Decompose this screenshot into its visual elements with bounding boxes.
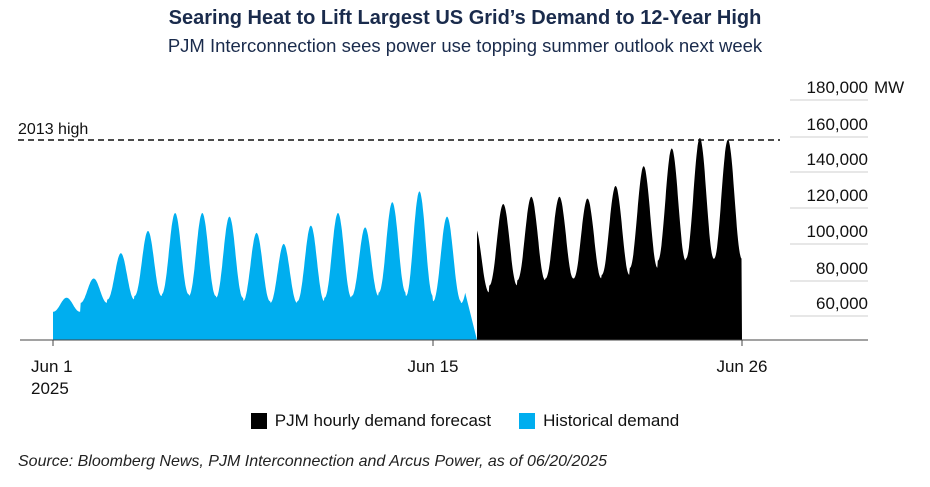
y-tick-label: 100,000 (807, 222, 868, 241)
series-forecast-demand (477, 138, 742, 340)
y-tick-label: 60,000 (816, 294, 868, 313)
y-tick-label: 160,000 (807, 115, 868, 134)
x-tick-label: Jun 26 (716, 357, 767, 376)
legend: PJM hourly demand forecast Historical de… (0, 411, 930, 431)
reference-line-label: 2013 high (18, 121, 88, 138)
legend-item-historical: Historical demand (519, 411, 679, 431)
y-tick-label: 140,000 (807, 150, 868, 169)
y-tick-label: 120,000 (807, 186, 868, 205)
legend-label-forecast: PJM hourly demand forecast (274, 411, 492, 430)
legend-item-forecast: PJM hourly demand forecast (250, 411, 492, 431)
x-tick-sublabel: 2025 (31, 379, 69, 398)
x-tick-label: Jun 15 (407, 357, 458, 376)
series-historical-demand (53, 191, 477, 340)
legend-label-historical: Historical demand (543, 411, 680, 430)
chart-subtitle: PJM Interconnection sees power use toppi… (167, 35, 763, 56)
y-tick-label: 80,000 (816, 259, 868, 278)
legend-swatch-forecast (250, 413, 267, 429)
legend-swatch-historical (519, 413, 536, 429)
y-tick-label: 180,000 (807, 78, 868, 97)
chart-title: Searing Heat to Lift Largest US Grid’s D… (168, 7, 762, 29)
x-tick-label: Jun 1 (31, 357, 73, 376)
y-axis-unit: MW (874, 78, 904, 97)
source-note: Source: Bloomberg News, PJM Interconnect… (18, 453, 608, 470)
